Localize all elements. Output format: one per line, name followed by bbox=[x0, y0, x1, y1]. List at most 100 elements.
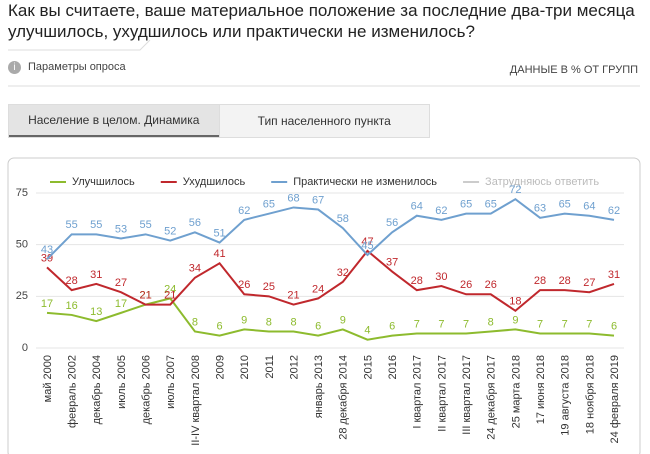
data-label: 37 bbox=[386, 256, 398, 268]
series-line bbox=[46, 249, 615, 313]
data-label: 8 bbox=[488, 316, 494, 328]
data-label: 28 bbox=[559, 275, 571, 287]
x-tick-label: 25 марта 2018 bbox=[510, 355, 522, 428]
data-label: 16 bbox=[66, 300, 78, 312]
y-tick-label: 75 bbox=[16, 187, 28, 199]
x-tick-label: февраль 2002 bbox=[67, 355, 79, 428]
chart-frame bbox=[7, 157, 641, 454]
data-label: 41 bbox=[213, 248, 225, 260]
data-label: 6 bbox=[389, 321, 395, 333]
x-tick-label: декабрь 2006 bbox=[141, 355, 153, 424]
x-tick-label: 24 февраля 2019 bbox=[609, 355, 621, 443]
x-tick-label: II-IV квартал 2008 bbox=[190, 355, 202, 446]
data-label: 7 bbox=[537, 318, 543, 330]
title: Как вы считаете, ваше материальное полож… bbox=[8, 1, 635, 41]
data-label: 28 bbox=[534, 275, 546, 287]
series-line bbox=[46, 197, 615, 260]
data-label: 62 bbox=[435, 205, 447, 217]
y-tick-label: 25 bbox=[16, 290, 28, 302]
x-tick-label: I квартал 2017 bbox=[412, 355, 424, 429]
data-label: 28 bbox=[66, 275, 78, 287]
data-label: 55 bbox=[90, 219, 102, 231]
data-label: 27 bbox=[115, 277, 127, 289]
data-label: 8 bbox=[290, 316, 296, 328]
legend-label: Улучшилось bbox=[72, 176, 135, 188]
x-tick-label: 2011 bbox=[264, 355, 276, 379]
y-tick-label: 50 bbox=[16, 239, 28, 251]
data-label: 65 bbox=[460, 199, 472, 211]
data-label: 64 bbox=[411, 201, 423, 213]
data-label: 24 bbox=[164, 283, 176, 295]
data-label: 43 bbox=[41, 244, 53, 256]
data-label: 55 bbox=[139, 219, 151, 231]
legend-label: Ухудшилось bbox=[183, 176, 246, 188]
series-line bbox=[46, 297, 615, 341]
tabs: Население в целом. Динамика Тип населенн… bbox=[8, 104, 430, 138]
data-label: 21 bbox=[139, 290, 151, 302]
data-label: 9 bbox=[241, 314, 247, 326]
data-label: 7 bbox=[562, 318, 568, 330]
data-label: 6 bbox=[315, 321, 321, 333]
data-label: 17 bbox=[41, 298, 53, 310]
data-label: 21 bbox=[164, 290, 176, 302]
params-link[interactable]: Параметры опроса bbox=[28, 61, 126, 73]
tab[interactable]: Тип населенного пункта bbox=[218, 105, 430, 137]
data-label: 30 bbox=[435, 271, 447, 283]
units-note: ДАННЫЕ В % ОТ ГРУПП bbox=[509, 64, 638, 76]
x-tick-label: III квартал 2017 bbox=[461, 355, 473, 435]
data-label: 21 bbox=[139, 290, 151, 302]
divider bbox=[8, 39, 640, 87]
x-tick-label: 28 декабря 2014 bbox=[338, 355, 350, 440]
x-tick-label: 2016 bbox=[387, 355, 399, 379]
data-label: 25 bbox=[263, 281, 275, 293]
x-tick-label: январь 2013 bbox=[313, 355, 325, 418]
data-label: 31 bbox=[608, 269, 620, 281]
data-label: 62 bbox=[238, 205, 250, 217]
data-label: 18 bbox=[509, 296, 521, 308]
data-label: 55 bbox=[66, 219, 78, 231]
data-label: 4 bbox=[364, 325, 370, 337]
data-label: 9 bbox=[340, 314, 346, 326]
data-label: 68 bbox=[287, 192, 299, 204]
data-label: 53 bbox=[115, 223, 127, 235]
data-label: 27 bbox=[583, 277, 595, 289]
data-label: 67 bbox=[312, 194, 324, 206]
x-tick-label: 2015 bbox=[362, 355, 374, 379]
data-label: 8 bbox=[192, 316, 198, 328]
data-label: 26 bbox=[238, 279, 250, 291]
data-label: 7 bbox=[463, 318, 469, 330]
x-tick-label: 17 июня 2018 bbox=[535, 355, 547, 424]
x-tick-label: 2010 bbox=[239, 355, 251, 379]
data-label: 8 bbox=[266, 316, 272, 328]
data-label: 28 bbox=[411, 275, 423, 287]
data-label: 24 bbox=[312, 283, 324, 295]
data-label: 26 bbox=[485, 279, 497, 291]
x-tick-label: 18 ноября 2018 bbox=[584, 355, 596, 434]
data-label: 31 bbox=[90, 269, 102, 281]
data-label: 7 bbox=[438, 318, 444, 330]
x-tick-label: 19 августа 2018 bbox=[560, 355, 572, 436]
data-label: 7 bbox=[586, 318, 592, 330]
x-tick-label: 24 декабря 2017 bbox=[486, 355, 498, 440]
data-label: 34 bbox=[189, 263, 201, 275]
x-tick-label: декабрь 2004 bbox=[91, 355, 103, 424]
x-tick-label: май 2000 bbox=[42, 355, 54, 402]
data-label: 6 bbox=[611, 321, 617, 333]
data-label: 72 bbox=[509, 184, 521, 196]
data-label: 58 bbox=[337, 213, 349, 225]
data-label: 56 bbox=[386, 217, 398, 229]
legend-label: Практически не изменилось bbox=[293, 176, 437, 188]
y-tick-label: 0 bbox=[22, 342, 28, 354]
info-icon[interactable]: i bbox=[8, 61, 21, 74]
data-label: 32 bbox=[337, 267, 349, 279]
data-label: 6 bbox=[217, 321, 223, 333]
data-label: 64 bbox=[583, 201, 595, 213]
x-tick-label: 2009 bbox=[214, 355, 226, 379]
data-label: 56 bbox=[189, 217, 201, 229]
x-tick-label: июль 2005 bbox=[116, 355, 128, 409]
data-label: 17 bbox=[115, 298, 127, 310]
data-label: 62 bbox=[608, 205, 620, 217]
tab[interactable]: Население в целом. Динамика bbox=[9, 105, 219, 137]
x-tick-label: II квартал 2017 bbox=[436, 355, 448, 432]
